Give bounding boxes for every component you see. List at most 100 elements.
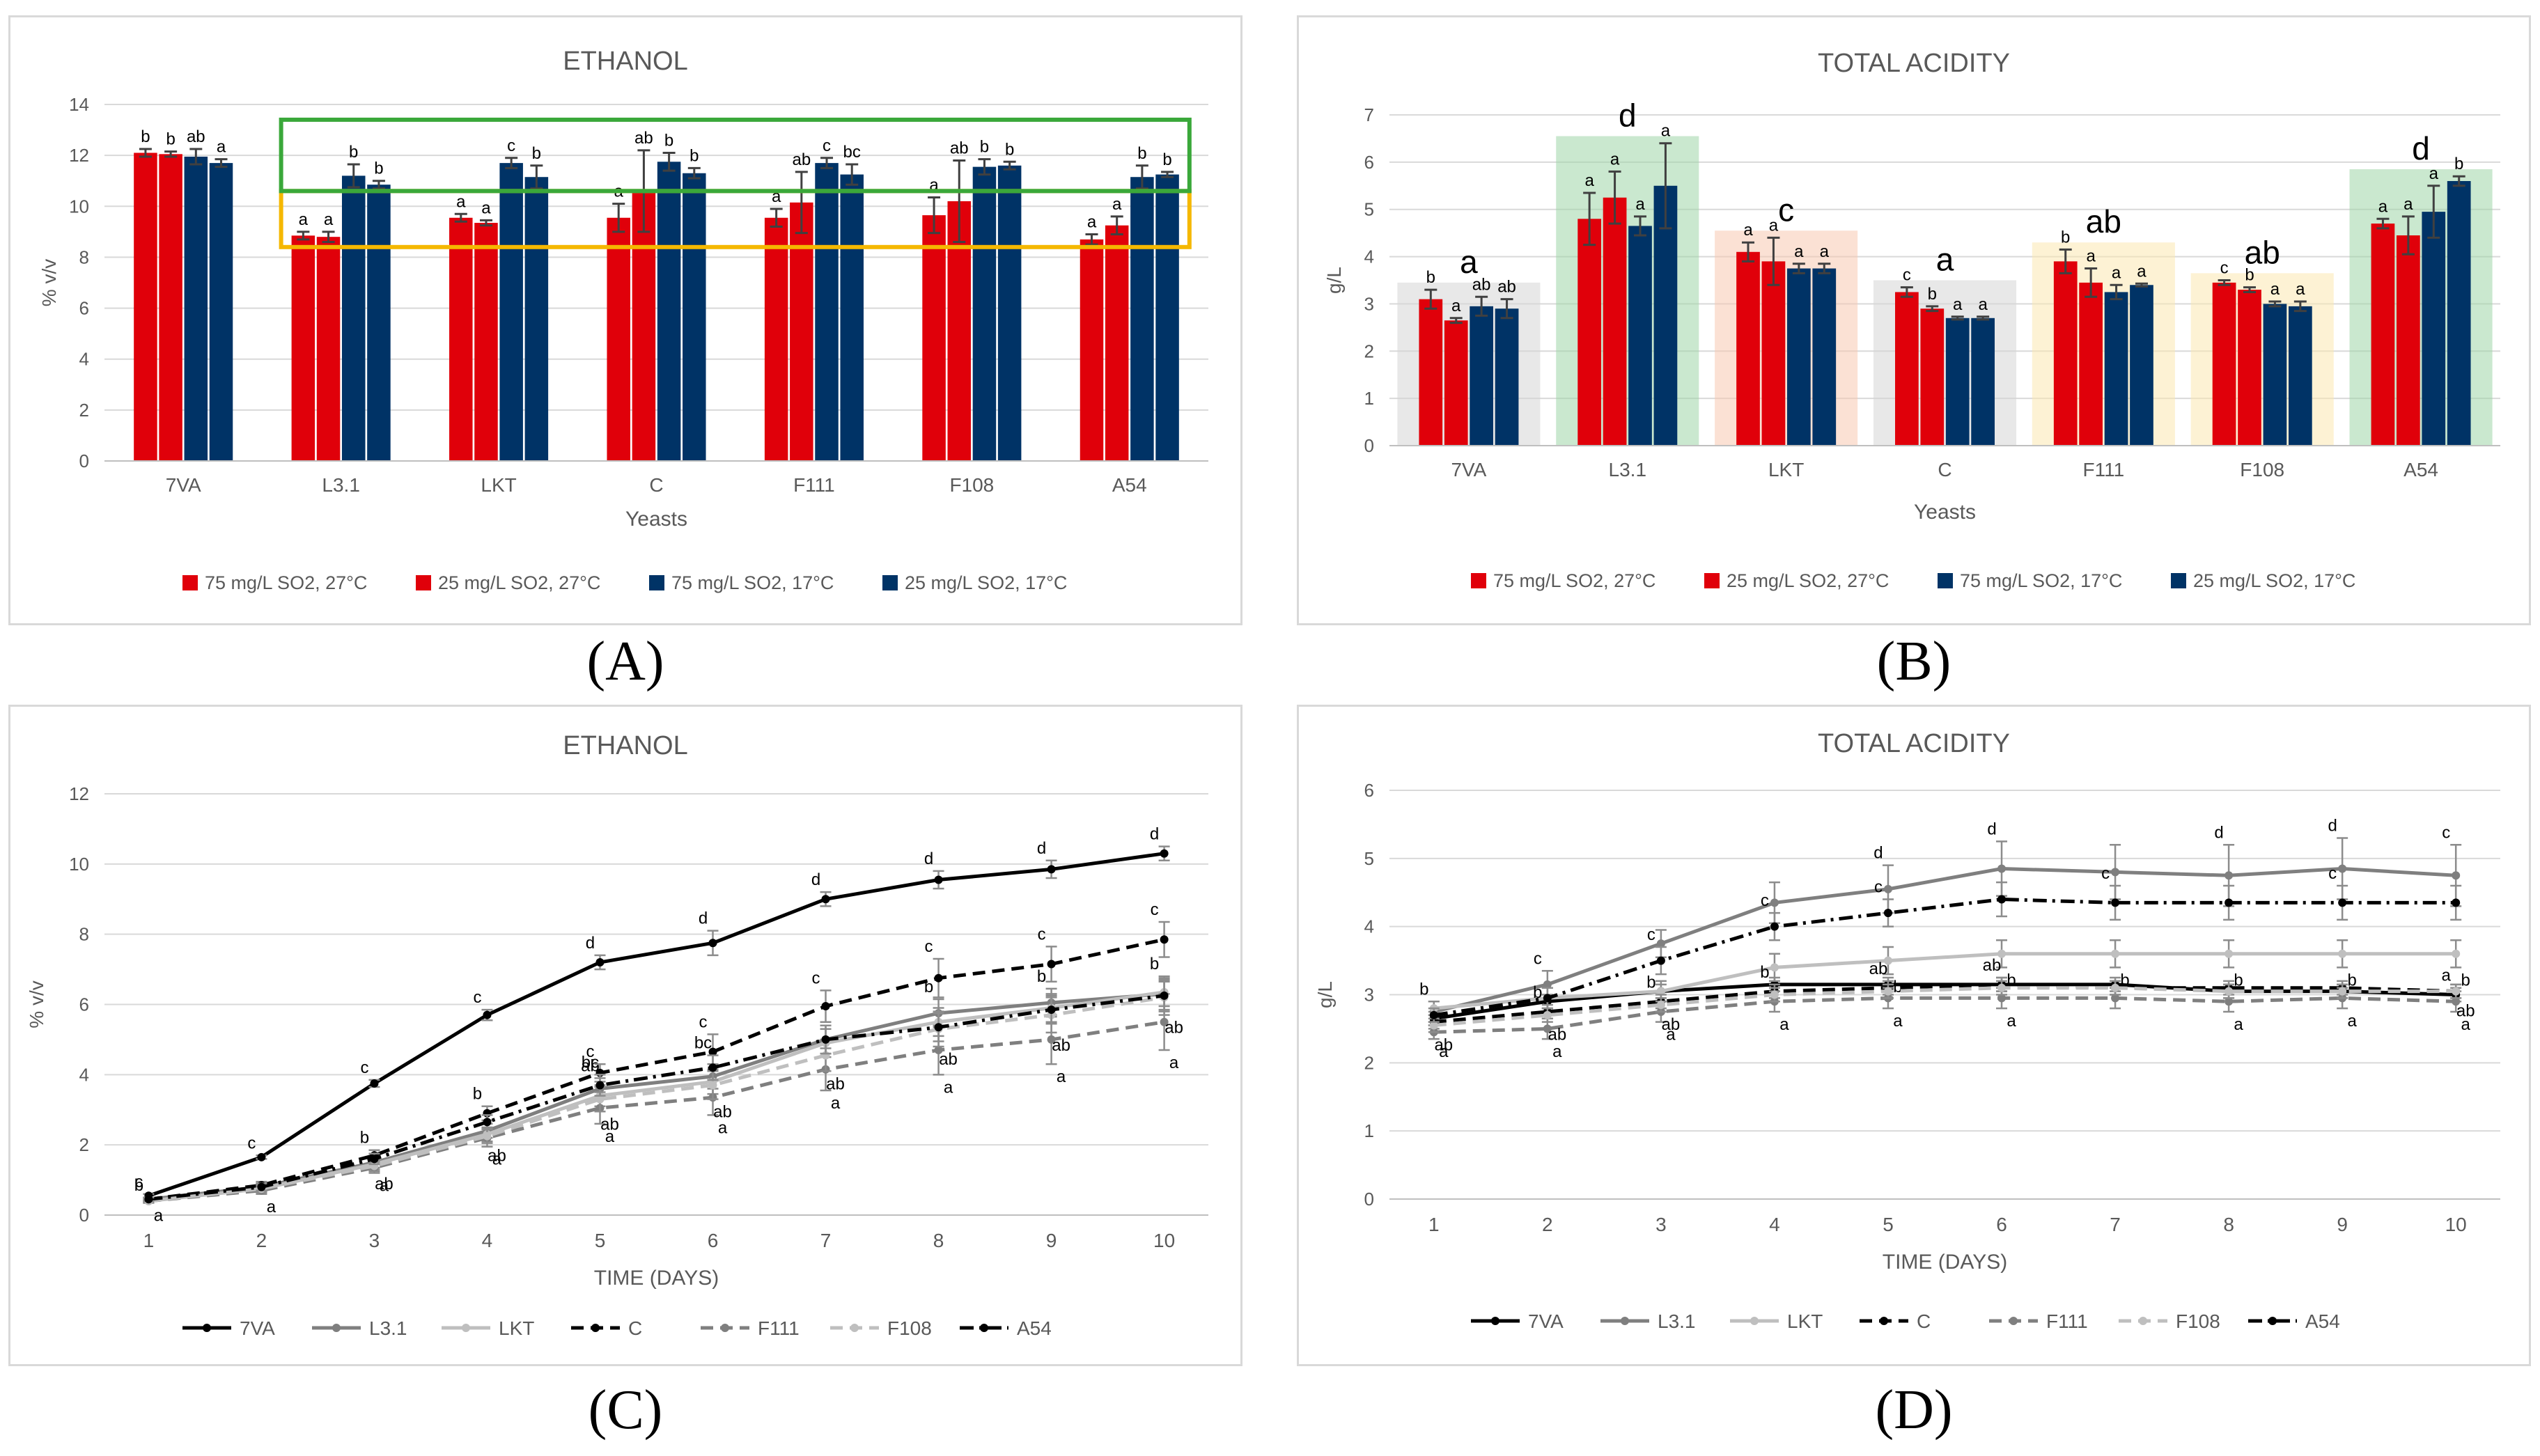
chart-d-data-point [1997, 895, 2007, 904]
chart-c-significance-letter: c [812, 969, 820, 987]
chart-c-significance-letter: b [1150, 955, 1159, 973]
chart-b-significance-letter: a [1451, 297, 1461, 315]
chart-c-data-point [1047, 1005, 1056, 1015]
panel-label-d: (D) [1875, 1379, 1953, 1441]
chart-b-bar [2238, 290, 2261, 446]
chart-c-significance-letter: b [1037, 967, 1046, 986]
chart-b-significance-letter: a [2137, 262, 2146, 281]
chart-a-y-tick-label: 10 [69, 196, 89, 217]
chart-b-significance-letter: a [1743, 221, 1753, 240]
chart-d-significance-letter: c [1874, 878, 1883, 897]
chart-b-group-letter: c [1778, 191, 1794, 228]
chart-d-x-tick-label: 7 [2110, 1214, 2121, 1235]
chart-a-bar [922, 215, 946, 461]
chart-a-bar [1155, 174, 1179, 462]
chart-d-significance-letter: a [2461, 1015, 2471, 1034]
chart-c-significance-letter: d [1037, 839, 1046, 858]
chart-a-bar [683, 173, 706, 461]
chart-c-data-point [821, 895, 830, 904]
chart-b-significance-letter: a [1820, 242, 1830, 261]
chart-c-significance-letter: bc [582, 1053, 599, 1072]
chart-b-bar [2053, 261, 2078, 446]
chart-a-x-axis-label: Yeasts [625, 508, 687, 531]
chart-b-significance-letter: a [1769, 216, 1779, 235]
chart-b-legend-label: 75 mg/L SO2, 17°C [1960, 570, 2122, 591]
chart-d-data-point [2338, 949, 2347, 958]
chart-a-significance-letter: ab [950, 139, 969, 157]
chart-b-significance-letter: a [2378, 197, 2388, 216]
chart-c-series-line [148, 992, 1164, 1201]
chart-c-legend-label: LKT [499, 1317, 534, 1339]
chart-b-bar [1761, 261, 1786, 446]
chart-a-legend-label: 25 mg/L SO2, 17°C [905, 572, 1067, 593]
chart-d-data-point [2225, 871, 2234, 880]
chart-d-y-tick-label: 4 [1364, 916, 1374, 937]
chart-c-data-point [934, 1046, 943, 1055]
chart-d-x-tick-label: 2 [1542, 1214, 1553, 1235]
chart-c-data-point [821, 1035, 830, 1044]
chart-d-data-point [2338, 987, 2347, 996]
chart-c-series-line [148, 852, 1164, 1198]
chart-d-significance-letter: c [1761, 891, 1769, 910]
chart-c-significance-letter: ab [826, 1074, 845, 1093]
chart-b-bar [1920, 308, 1945, 446]
chart-d-significance-letter: ab [1548, 1026, 1566, 1044]
chart-c-legend-label: C [628, 1317, 642, 1339]
chart-c-x-tick-label: 4 [482, 1230, 493, 1251]
chart-c-data-point [1160, 935, 1169, 944]
chart-d-data-point [2111, 994, 2120, 1003]
chart-c-y-tick-label: 12 [69, 783, 89, 804]
chart-c-data-point [483, 1118, 492, 1127]
chart-d-data-point [1883, 956, 1892, 965]
chart-d-data-point [2452, 871, 2461, 880]
chart-b-group-letter: d [1619, 97, 1637, 134]
chart-c-significance-letter: ab [1052, 1036, 1070, 1055]
chart-b-bar [2104, 292, 2128, 446]
chart-c-significance-letter: a [718, 1118, 728, 1137]
chart-d-series-line [1433, 952, 2456, 1010]
chart-d-y-tick-label: 1 [1364, 1120, 1374, 1141]
chart-c-data-point [1047, 865, 1056, 874]
chart-d-data-point [1543, 994, 1552, 1003]
chart-a-significance-letter: a [456, 192, 466, 211]
chart-a-bar [341, 175, 366, 461]
chart-a-legend-swatch [416, 575, 431, 590]
chart-c-data-point [595, 958, 605, 966]
chart-a-bar [657, 162, 681, 462]
chart-b-significance-letter: a [1635, 195, 1645, 214]
chart-a-bar [607, 217, 630, 461]
chart-d-significance-letter: c [2101, 864, 2110, 883]
chart-b-group-letter: a [1460, 244, 1478, 280]
chart-b-y-tick-label: 2 [1364, 340, 1374, 361]
chart-b-category-label: 7VA [1451, 459, 1486, 480]
chart-b-title: TOTAL ACIDITY [1818, 49, 2010, 78]
chart-b-group-letter: a [1936, 242, 1954, 278]
chart-b-significance-letter: a [2296, 280, 2305, 299]
chart-a-bar [972, 166, 997, 461]
chart-d-x-tick-label: 3 [1655, 1214, 1667, 1235]
panel-c-frame [8, 705, 1242, 1366]
chart-b-bar [2288, 306, 2312, 446]
chart-a-significance-letter: a [299, 210, 309, 229]
chart-b-significance-letter: a [1978, 295, 1988, 314]
chart-d-data-point [2225, 898, 2234, 907]
chart-b-bar [1786, 268, 1811, 446]
chart-d-significance-letter: a [2442, 966, 2452, 985]
chart-a-category-label: L3.1 [322, 474, 360, 496]
chart-d-data-point [1997, 994, 2007, 1003]
chart-c-x-tick-label: 7 [820, 1230, 832, 1251]
chart-c-significance-letter: c [134, 1173, 143, 1191]
chart-a-legend-swatch [882, 575, 898, 590]
chart-d-significance-letter: ab [1869, 960, 1888, 978]
chart-a-category-label: LKT [481, 474, 516, 496]
chart-c-significance-letter: c [473, 988, 481, 1007]
chart-a-bar [815, 163, 839, 461]
chart-d-legend-marker [1621, 1317, 1629, 1325]
chart-d-legend-marker [1491, 1317, 1499, 1325]
chart-c-data-point [370, 1154, 379, 1164]
chart-c-legend-label: 7VA [240, 1317, 275, 1339]
chart-c-x-tick-label: 10 [1153, 1230, 1175, 1251]
chart-d-series-line [1433, 996, 2456, 1034]
chart-b-significance-letter: a [1661, 122, 1671, 141]
chart-c-significance-letter: a [267, 1198, 276, 1216]
